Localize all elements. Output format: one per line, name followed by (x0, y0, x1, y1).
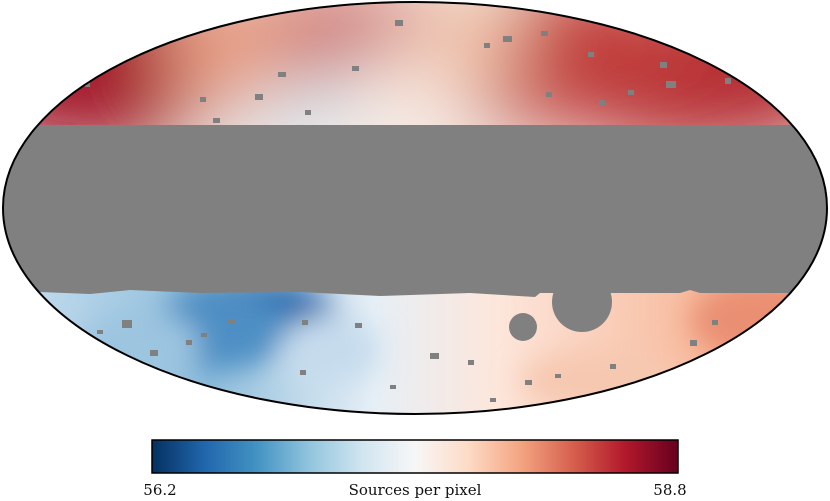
colorbar-title: Sources per pixel (349, 481, 482, 499)
colorbar-min-label: 56.2 (143, 481, 176, 499)
masked-holes (85, 20, 731, 402)
colorbar-max-label: 58.8 (653, 481, 686, 499)
masked-galactic-plane (3, 125, 827, 341)
colorbar: 56.2 Sources per pixel 58.8 (143, 439, 687, 499)
masked-patch-medium (509, 313, 537, 341)
colorbar-gradient (151, 439, 679, 474)
masked-patch-large (552, 272, 612, 332)
mollweide-boundary (2, 1, 828, 415)
